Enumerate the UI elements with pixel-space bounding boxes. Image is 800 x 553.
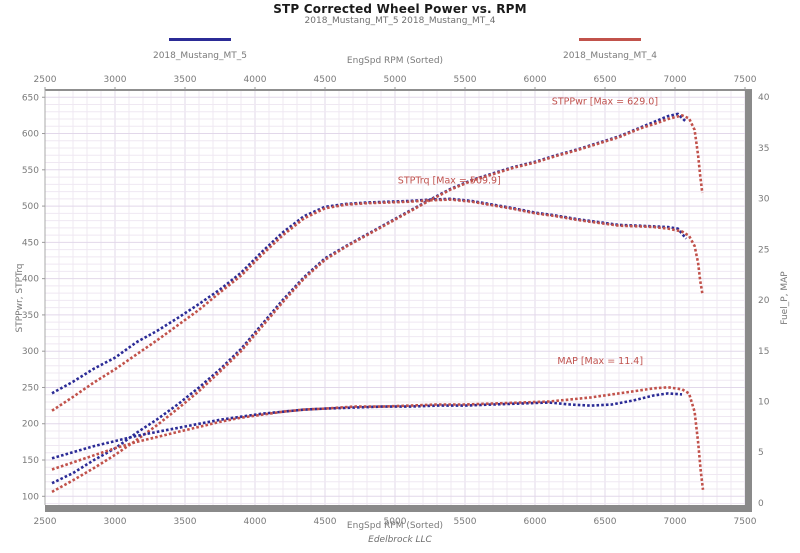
y-tick-right: 40 (758, 93, 770, 103)
y-tick-left: 250 (22, 383, 39, 393)
x-tick-bottom: 2500 (34, 517, 57, 527)
y-tick-left: 100 (22, 492, 39, 502)
y-tick-left: 500 (22, 202, 39, 212)
annotation-label: STPPwr [Max = 629.0] (552, 97, 658, 108)
series-map-2018_mustang_mt_5 (51, 392, 683, 460)
legend-item-mt5: 2018_Mustang_MT_5 (120, 38, 280, 62)
annotation-label: STPTrq [Max = 509.9] (398, 176, 501, 187)
x-tick-bottom: 7000 (664, 517, 687, 527)
chart-title: STP Corrected Wheel Power vs. RPM (273, 2, 527, 16)
y-tick-right: 5 (758, 448, 764, 458)
legend-swatch-red (579, 38, 641, 41)
y-axis-label-right: Fuel_P, MAP (780, 271, 790, 325)
legend-label-mt4: 2018_Mustang_MT_4 (562, 51, 657, 61)
y-tick-right: 20 (758, 296, 770, 306)
annotation-label: MAP [Max = 11.4] (557, 356, 643, 367)
y-tick-right: 0 (758, 499, 764, 509)
x-tick-top: 4500 (314, 75, 337, 85)
series-stptrq-2018_mustang_mt_4 (51, 198, 704, 412)
x-tick-bottom: 5500 (454, 517, 477, 527)
x-tick-bottom: 5000 (384, 517, 407, 527)
y-tick-right: 25 (758, 245, 769, 255)
x-tick-bottom: 3000 (104, 517, 127, 527)
plot-frame (42, 87, 752, 512)
x-tick-bottom: 3500 (174, 517, 197, 527)
x-tick-top: 3500 (174, 75, 197, 85)
y-tick-left: 300 (22, 347, 39, 357)
x-tick-bottom: 6500 (594, 517, 617, 527)
x-tick-bottom: 6000 (524, 517, 547, 527)
y-tick-right: 10 (758, 398, 770, 408)
y-tick-left: 450 (22, 238, 39, 248)
x-tick-top: 6000 (524, 75, 547, 85)
y-tick-left: 200 (22, 420, 39, 430)
x-tick-top: 5500 (454, 75, 477, 85)
y-tick-right: 35 (758, 144, 769, 154)
x-tick-bottom: 4000 (244, 517, 267, 527)
x-axis-label-bottom: EngSpd RPM (Sorted) (346, 521, 444, 531)
x-axis-label-top: EngSpd RPM (Sorted) (346, 56, 444, 66)
x-tick-bottom: 4500 (314, 517, 337, 527)
x-tick-top: 4000 (244, 75, 267, 85)
y-tick-left: 350 (22, 311, 39, 321)
y-tick-left: 600 (22, 130, 39, 140)
series-map-2018_mustang_mt_4 (51, 385, 705, 490)
y-tick-right: 15 (758, 347, 769, 357)
y-tick-right: 30 (758, 195, 770, 205)
gridlines (44, 89, 746, 505)
chart-subtitle: 2018_Mustang_MT_5 2018_Mustang_MT_4 (304, 16, 496, 26)
x-tick-top: 5000 (384, 75, 407, 85)
x-tick-top: 6500 (594, 75, 617, 85)
x-tick-bottom: 7500 (734, 517, 757, 527)
x-tick-top: 7000 (664, 75, 687, 85)
y-axis-label-left: STPPwr, STPTrq (15, 263, 25, 333)
y-tick-left: 400 (22, 275, 39, 285)
legend-item-mt4: 2018_Mustang_MT_4 (530, 38, 690, 62)
legend-swatch-blue (169, 38, 231, 41)
tick-labels: 2500250030003000350035004000400045004500… (22, 75, 770, 527)
data-series (51, 112, 705, 494)
y-tick-left: 150 (22, 456, 39, 466)
footer-credit: Edelbrock LLC (368, 535, 432, 545)
x-tick-top: 7500 (734, 75, 757, 85)
legend-label-mt5: 2018_Mustang_MT_5 (152, 51, 247, 61)
y-tick-left: 550 (22, 166, 39, 176)
x-tick-top: 2500 (34, 75, 57, 85)
y-tick-left: 650 (22, 93, 39, 103)
x-tick-top: 3000 (104, 75, 127, 85)
annotations: STPPwr [Max = 629.0] STPTrq [Max = 509.9]… (398, 97, 658, 367)
